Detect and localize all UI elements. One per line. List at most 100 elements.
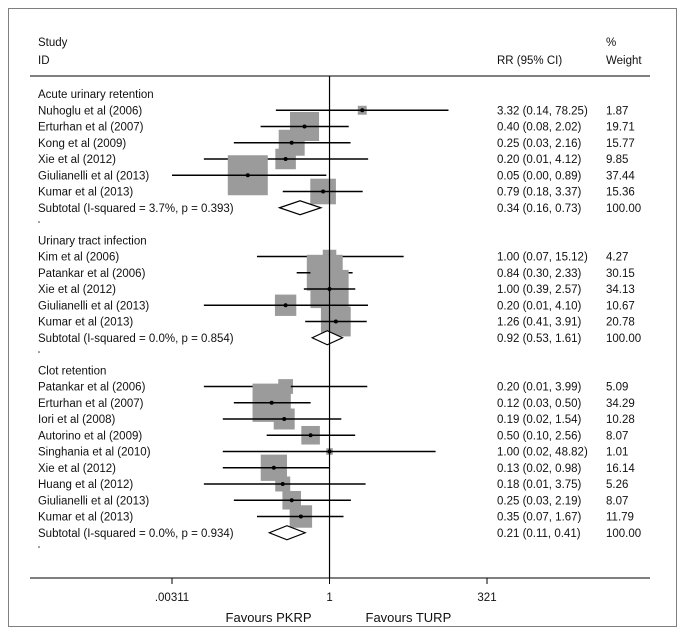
study-label: Giulianelli et al (2013) [38, 170, 149, 182]
study-label: Kumar et al (2013) [38, 512, 133, 524]
rr-ci-header: RR (95% CI) [497, 55, 562, 67]
study-label: Patankar et al (2006) [38, 268, 146, 280]
rr-ci-value: 0.13 (0.02, 0.98) [497, 463, 582, 475]
subtotal-label: Subtotal (I-squared = 3.7%, p = 0.393) [38, 203, 234, 215]
subtotal-weight: 100.00 [606, 203, 641, 215]
point-estimate [245, 173, 250, 178]
rr-ci-value: 0.25 (0.03, 2.19) [497, 495, 582, 507]
weight-value: 20.78 [606, 317, 635, 329]
point-estimate [289, 140, 294, 145]
weight-value: 34.29 [606, 398, 635, 410]
rr-ci-value: 0.25 (0.03, 2.16) [497, 138, 582, 150]
weight-value: 1.87 [606, 105, 628, 117]
rr-ci-value: 0.20 (0.01, 4.12) [497, 154, 582, 166]
spacer-dot [38, 221, 40, 223]
study-label: Kim et al (2006) [38, 252, 119, 264]
weight-value: 15.36 [606, 187, 635, 199]
study-label: Nuhoglu et al (2006) [38, 105, 142, 117]
study-label: Autorino et al (2009) [38, 430, 142, 442]
rr-ci-value: 0.84 (0.30, 2.33) [497, 268, 582, 280]
weight-value: 4.27 [606, 252, 628, 264]
subtotal-rr-ci: 0.21 (0.11, 0.41) [497, 528, 581, 540]
point-estimate [333, 319, 338, 324]
group-heading: Acute urinary retention [38, 89, 154, 101]
weight-value: 37.44 [606, 170, 635, 182]
spacer-dot [38, 546, 40, 548]
study-label: Giulianelli et al (2013) [38, 300, 149, 312]
subtotal-rr-ci: 0.34 (0.16, 0.73) [497, 203, 582, 215]
subtotal-rr-ci: 0.92 (0.53, 1.61) [497, 333, 582, 345]
point-estimate [283, 157, 288, 161]
study-label: Huang et al (2012) [38, 479, 133, 491]
group-heading: Clot retention [38, 365, 106, 377]
percent-header: % [606, 37, 616, 49]
weight-value: 8.07 [606, 495, 628, 507]
point-estimate [289, 498, 294, 503]
rr-ci-value: 0.40 (0.08, 2.02) [497, 122, 582, 134]
rr-ci-value: 0.20 (0.01, 4.10) [497, 300, 582, 312]
x-tick-label: .00311 [155, 592, 189, 604]
subtotal-label: Subtotal (I-squared = 0.0%, p = 0.854) [38, 333, 234, 345]
x-axis: .00311 1 321 Favours PKRP Favours TURP [155, 76, 497, 625]
spacer-dot [38, 351, 40, 353]
subtotal-weight: 100.00 [606, 528, 641, 540]
subtotal-label: Subtotal (I-squared = 0.0%, p = 0.934) [38, 528, 234, 540]
rr-ci-value: 0.05 (0.00, 0.89) [497, 170, 582, 182]
subtotal-diamond [310, 330, 344, 346]
point-estimate [302, 124, 307, 129]
weight-value: 10.28 [606, 414, 635, 426]
weight-value: 30.15 [606, 268, 635, 280]
point-estimate [308, 433, 313, 438]
rr-ci-value: 1.00 (0.07, 15.12) [497, 252, 588, 264]
weight-value: 11.79 [606, 512, 634, 524]
x-tick-label: 321 [477, 592, 496, 604]
weight-value: 15.77 [606, 138, 635, 150]
x-tick-label: 1 [326, 592, 332, 604]
point-estimate [280, 482, 285, 486]
rr-ci-value: 1.00 (0.02, 48.82) [497, 447, 588, 459]
group-heading: Urinary tract infection [38, 235, 147, 247]
study-label: Xie et al (2012) [38, 284, 116, 296]
study-label: Kong et al (2009) [38, 138, 126, 150]
weight-value: 9.85 [606, 154, 628, 166]
rr-ci-value: 0.18 (0.01, 3.75) [497, 479, 582, 491]
weight-value: 8.07 [606, 430, 628, 442]
weight-header: Weight [606, 55, 642, 67]
point-estimate [321, 189, 326, 194]
rr-ci-value: 1.26 (0.41, 3.91) [497, 317, 582, 329]
point-estimate [269, 400, 274, 405]
study-label: Patankar et al (2006) [38, 382, 146, 394]
rr-ci-value: 0.12 (0.03, 0.50) [497, 398, 582, 410]
study-label: Giulianelli et al (2013) [38, 495, 149, 507]
study-label: Xie et al (2012) [38, 154, 116, 166]
study-header: Study [38, 37, 68, 49]
rr-ci-value: 0.19 (0.02, 1.54) [497, 414, 582, 426]
study-label: Erturhan et al (2007) [38, 398, 144, 410]
point-estimate [283, 303, 288, 308]
subtotal-weight: 100.00 [606, 333, 641, 345]
forest-header: Study ID RR (95% CI) % Weight [38, 37, 642, 67]
rr-ci-value: 0.35 (0.07, 1.67) [497, 512, 582, 524]
weight-value: 34.13 [606, 284, 635, 296]
study-label: Singhania et al (2010) [38, 447, 151, 459]
weight-value: 16.14 [606, 463, 635, 475]
forest-rows: Acute urinary retention Nuhoglu et al (20… [38, 89, 641, 548]
subtotal-diamond [277, 200, 323, 216]
weight-value: 10.67 [606, 300, 635, 312]
point-estimate [271, 465, 276, 470]
weight-value: 5.09 [606, 382, 628, 394]
study-label: Kumar et al (2013) [38, 317, 133, 329]
point-estimate [360, 108, 365, 113]
rr-ci-value: 1.00 (0.39, 2.57) [497, 284, 582, 296]
point-estimate [282, 417, 287, 421]
id-header: ID [38, 55, 50, 67]
rr-ci-value: 0.20 (0.01, 3.99) [497, 382, 582, 394]
study-label: Xie et al (2012) [38, 463, 116, 475]
rr-ci-value: 0.50 (0.10, 2.56) [497, 430, 582, 442]
point-estimate [298, 514, 303, 519]
rr-ci-value: 3.32 (0.14, 78.25) [497, 105, 588, 117]
study-label: Iori et al (2008) [38, 414, 116, 426]
rr-ci-value: 0.79 (0.18, 3.37) [497, 187, 582, 199]
weight-value: 19.71 [606, 122, 635, 134]
